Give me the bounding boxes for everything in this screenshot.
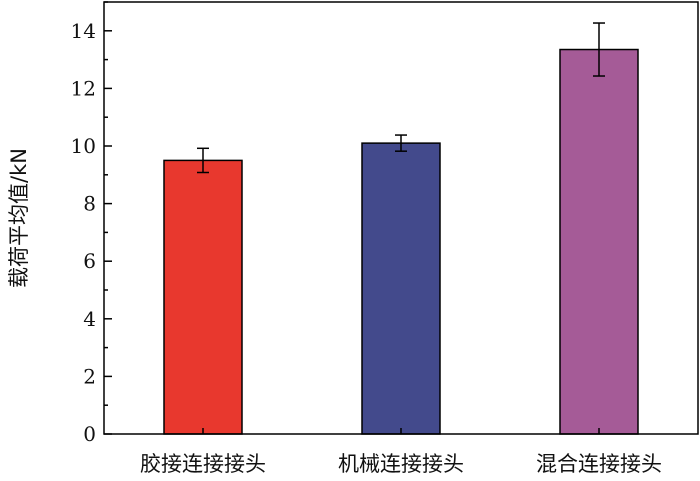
bar [361, 142, 441, 435]
bar [163, 159, 243, 435]
y-tick-label: 4 [83, 307, 96, 331]
y-tick-label: 14 [71, 19, 96, 43]
x-axis: 胶接连接接头 机械连接接头 混合连接接头 [140, 428, 662, 476]
error-bar [593, 22, 605, 77]
x-tick-label: 胶接连接接头 [140, 452, 266, 476]
x-tick-label: 混合连接接头 [536, 452, 662, 476]
y-tick-label: 2 [83, 364, 96, 388]
error-bars [197, 22, 605, 174]
bar [559, 48, 639, 435]
y-tick-label: 12 [71, 76, 96, 100]
plot-frame [103, 1, 699, 435]
y-tick-label: 6 [83, 249, 96, 273]
y-axis-title: 载荷平均值/kN [7, 148, 31, 288]
bar-series [163, 48, 639, 435]
error-bar [197, 147, 209, 174]
y-tick-label: 0 [83, 422, 96, 446]
y-tick-label: 8 [83, 192, 96, 216]
y-tick-label: 10 [71, 134, 96, 158]
y-axis: 0 2 4 6 8 10 12 14 [71, 1, 112, 446]
x-tick-label: 机械连接接头 [338, 452, 464, 476]
error-bar [395, 134, 407, 152]
